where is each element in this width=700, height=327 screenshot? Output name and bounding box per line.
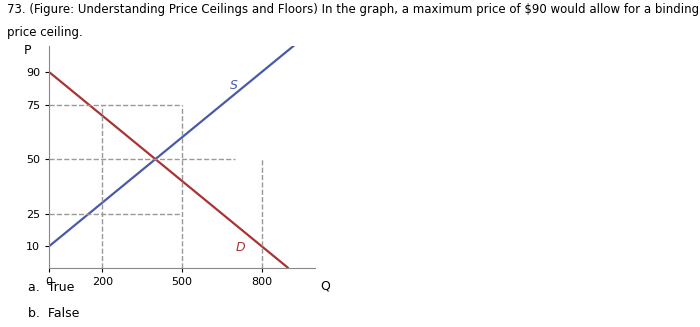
Text: price ceiling.: price ceiling. — [7, 26, 83, 39]
Text: D: D — [235, 241, 245, 254]
Text: Q: Q — [321, 279, 330, 292]
Text: a.  True: a. True — [28, 281, 74, 294]
Text: 73. (Figure: Understanding Price Ceilings and Floors) In the graph, a maximum pr: 73. (Figure: Understanding Price Ceiling… — [7, 3, 699, 16]
Text: P: P — [24, 43, 32, 57]
Text: b.  False: b. False — [28, 307, 79, 320]
Text: S: S — [230, 79, 238, 93]
